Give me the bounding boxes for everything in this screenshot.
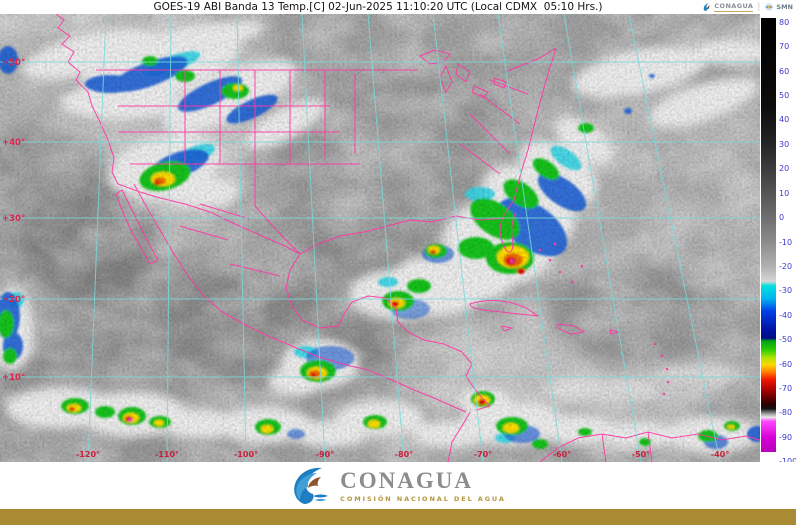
lat-label: +50°: [2, 58, 25, 68]
graticule: [0, 13, 760, 463]
colorbar-tick: -100: [779, 457, 796, 467]
conagua-mini-underline: [714, 11, 754, 12]
lon-label: -50°: [632, 450, 650, 459]
colorbar-tick: -70: [779, 384, 793, 393]
lon-label: -120°: [76, 450, 100, 459]
lat-label: +40°: [2, 138, 25, 148]
colorbar-tick: 40: [779, 115, 790, 124]
colorbar-panel: 80 70 60 50 40 30 20 10 0 -10 -20 -30 -4…: [760, 14, 796, 466]
colorbar-tick: 80: [779, 18, 790, 27]
footer: CONAGUA COMISIÓN NACIONAL DEL AGUA: [0, 462, 796, 509]
colorbar-tick: -20: [779, 262, 793, 271]
title-bar: GOES-19 ABI Banda 13 Temp.[C] 02-Jun-202…: [0, 0, 796, 14]
coastlines-borders: [55, 13, 761, 463]
colorbar-tick: -90: [779, 433, 793, 442]
lon-label: -80°: [395, 450, 413, 459]
temperature-colorbar: [761, 18, 776, 452]
conagua-brand-subtitle: COMISIÓN NACIONAL DEL AGUA: [340, 494, 506, 503]
conagua-mini-label: CONAGUA: [714, 2, 754, 12]
colorbar-tick: -80: [779, 408, 793, 417]
conagua-brand-name: CONAGUA: [340, 467, 473, 493]
conagua-logo-text: CONAGUA COMISIÓN NACIONAL DEL AGUA: [340, 467, 506, 503]
lat-label: +30°: [2, 214, 25, 224]
colorbar-tick: -10: [779, 238, 793, 247]
conagua-logo-icon: [294, 467, 329, 504]
colorbar-tick: 60: [779, 67, 790, 76]
colorbar-tick: 50: [779, 91, 790, 100]
colorbar-tick: 0: [779, 213, 785, 222]
colorbar-tick: 10: [779, 189, 790, 198]
conagua-mini-logo: CONAGUA: [702, 2, 754, 12]
lat-label: +20°: [2, 295, 25, 305]
logo-separator: |: [757, 2, 761, 12]
conagua-logo: CONAGUA COMISIÓN NACIONAL DEL AGUA: [290, 466, 506, 506]
lon-label: -100°: [234, 450, 258, 459]
image-title: GOES-19 ABI Banda 13 Temp.[C] 02-Jun-202…: [153, 1, 603, 13]
colorbar-tick: -60: [779, 360, 793, 369]
smn-mini-label: SMN: [776, 3, 793, 11]
map-canvas: +50° +40° +30° +20° +10° -120° -110° -10…: [0, 0, 796, 464]
colorbar-tick: -50: [779, 335, 793, 344]
longitude-labels: -120° -110° -100° -90° -80° -70° -60° -5…: [76, 450, 729, 459]
latitude-labels: +50° +40° +30° +20° +10°: [2, 58, 25, 383]
lat-label: +10°: [2, 373, 25, 383]
colorbar-tick: -30: [779, 286, 793, 295]
colorbar-tick: 30: [779, 140, 790, 149]
smn-mini-logo: SMN: [764, 2, 793, 12]
lon-label: -70°: [474, 450, 492, 459]
header-logos: CONAGUA | SMN: [702, 1, 793, 13]
colorbar-tick: 20: [779, 164, 790, 173]
lon-label: -60°: [553, 450, 571, 459]
image-grain: [0, 14, 760, 462]
footer-gold-bar: [0, 509, 796, 525]
satellite-image: +50° +40° +30° +20° +10° -120° -110° -10…: [0, 0, 796, 464]
smn-icon: [765, 3, 774, 11]
conagua-swoosh-icon: [704, 3, 711, 11]
lon-label: -110°: [155, 450, 179, 459]
lon-label: -90°: [316, 450, 334, 459]
colorbar-tick: 70: [779, 42, 790, 51]
colorbar-tick: -40: [779, 311, 793, 320]
lon-label: -40°: [711, 450, 729, 459]
